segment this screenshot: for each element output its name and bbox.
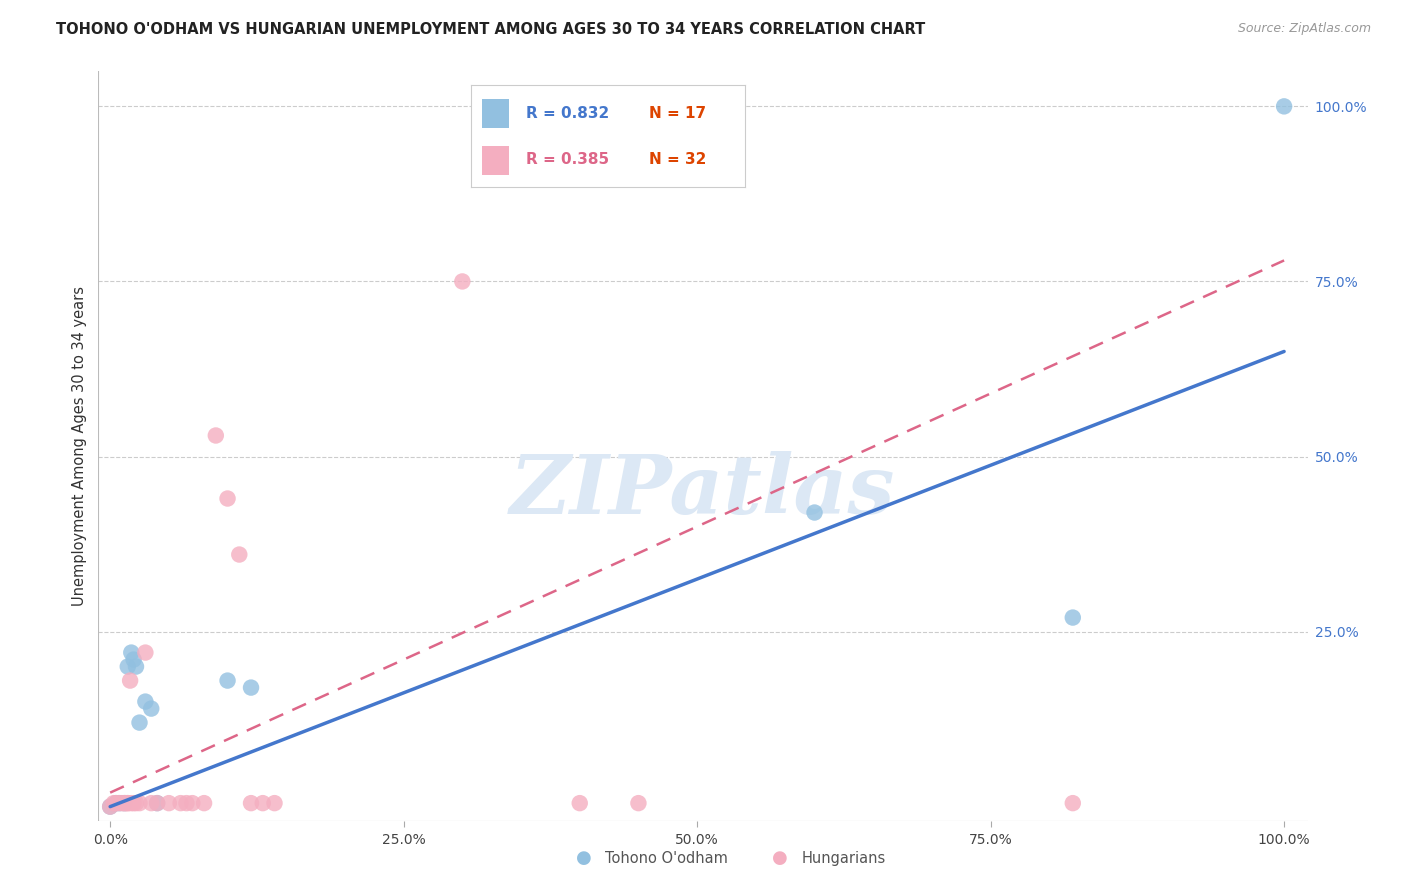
Text: N = 17: N = 17 (650, 106, 706, 121)
Point (134, 646, 156, 660)
Point (134, 695, 156, 709)
Y-axis label: Unemployment Among Ages 30 to 34 years: Unemployment Among Ages 30 to 34 years (72, 286, 87, 606)
Text: Tohono O'odham: Tohono O'odham (605, 851, 727, 865)
Point (128, 715, 150, 730)
Point (181, 796, 204, 810)
Point (108, 796, 131, 810)
Point (217, 673, 239, 688)
Point (568, 796, 591, 810)
Point (120, 673, 142, 688)
Bar (482, 99, 509, 128)
Point (157, 796, 180, 810)
Point (105, 796, 128, 810)
Point (204, 428, 226, 442)
Point (1062, 610, 1084, 624)
Text: N = 32: N = 32 (650, 153, 707, 167)
Point (112, 796, 135, 810)
Point (105, 796, 128, 810)
Point (146, 796, 169, 810)
Text: TOHONO O'ODHAM VS HUNGARIAN UNEMPLOYMENT AMONG AGES 30 TO 34 YEARS CORRELATION C: TOHONO O'ODHAM VS HUNGARIAN UNEMPLOYMENT… (56, 22, 925, 37)
Point (252, 796, 274, 810)
Text: R = 0.832: R = 0.832 (526, 106, 609, 121)
Point (240, 681, 263, 695)
Point (176, 796, 198, 810)
Point (803, 506, 825, 520)
Point (103, 796, 125, 810)
Point (1062, 796, 1084, 810)
Point (107, 796, 129, 810)
Point (240, 796, 263, 810)
Point (98, 799, 121, 814)
Point (141, 701, 163, 715)
Point (112, 796, 135, 810)
Point (228, 548, 250, 562)
Point (120, 646, 142, 660)
Point (120, 796, 142, 810)
Point (117, 659, 139, 673)
Point (217, 491, 239, 506)
Point (117, 796, 139, 810)
Point (146, 796, 169, 810)
Point (98, 799, 121, 814)
Text: ●: ● (575, 849, 592, 867)
Text: Source: ZipAtlas.com: Source: ZipAtlas.com (1237, 22, 1371, 36)
Point (122, 652, 145, 666)
Point (1272, 99, 1295, 113)
Point (169, 796, 191, 810)
Point (263, 796, 285, 810)
Text: Hungarians: Hungarians (801, 851, 886, 865)
Point (117, 796, 139, 810)
Point (627, 796, 650, 810)
Point (111, 796, 134, 810)
Point (125, 796, 148, 810)
Point (141, 796, 163, 810)
Bar (482, 146, 509, 175)
Text: ZIPatlas: ZIPatlas (510, 451, 896, 531)
Point (114, 796, 136, 810)
Text: ●: ● (772, 849, 789, 867)
Text: R = 0.385: R = 0.385 (526, 153, 609, 167)
Point (451, 275, 474, 289)
Point (128, 796, 150, 810)
Point (122, 796, 145, 810)
Point (125, 659, 148, 673)
Point (193, 796, 215, 810)
